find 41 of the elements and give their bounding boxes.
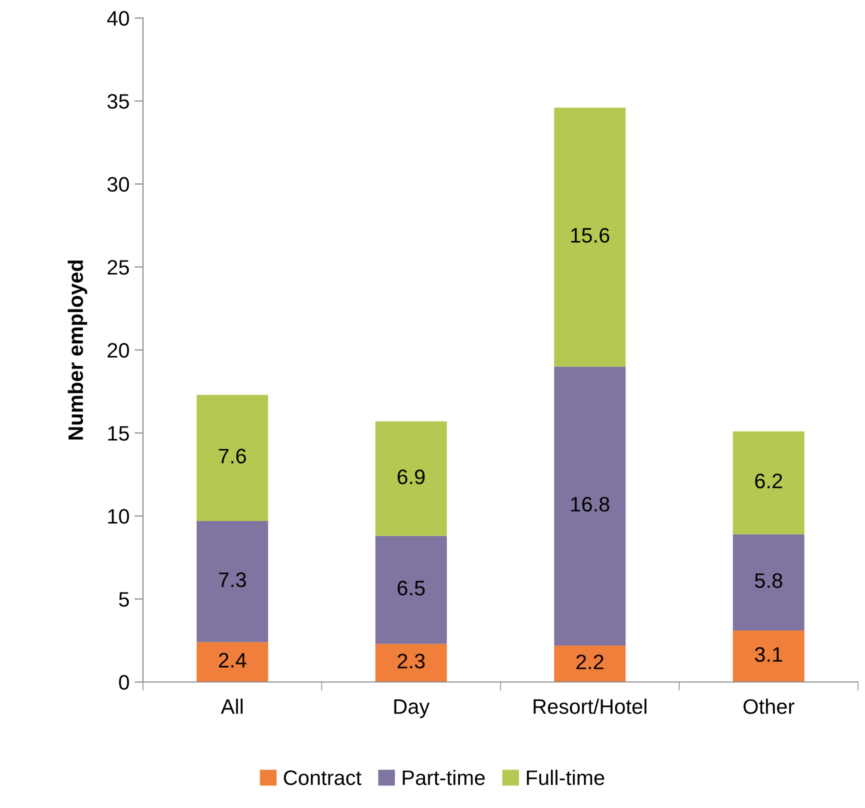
y-tick-label: 0 xyxy=(119,675,129,690)
data-label: 15.6 xyxy=(571,228,610,243)
x-tick-label: Resort/Hotel xyxy=(534,698,646,714)
bar xyxy=(196,642,268,682)
y-tick-label: 25 xyxy=(108,260,129,275)
bar xyxy=(732,534,804,631)
bar xyxy=(375,644,447,682)
data-label: 2.2 xyxy=(576,654,604,670)
bar xyxy=(196,520,268,642)
data-label: 5.8 xyxy=(754,573,782,588)
data-label: 2.3 xyxy=(398,654,425,668)
y-tick-label: 5 xyxy=(119,592,129,607)
y-tick-label: 35 xyxy=(107,94,129,109)
legend-label: Part-time xyxy=(402,770,485,786)
bar xyxy=(554,366,626,646)
x-tick-label: All xyxy=(220,698,243,714)
bar xyxy=(732,630,804,682)
legend-label: Full-time xyxy=(526,770,604,786)
data-label: 6.5 xyxy=(398,580,425,596)
y-axis-title: Number employed xyxy=(68,260,88,440)
bar xyxy=(554,108,626,367)
x-tick-label: Day xyxy=(394,699,430,718)
bar xyxy=(375,421,447,536)
bar xyxy=(554,645,626,682)
bar xyxy=(375,536,447,644)
y-tick-label: 15 xyxy=(108,426,129,441)
y-tick-label: 10 xyxy=(108,509,129,524)
data-label: 16.8 xyxy=(571,496,610,512)
y-tick-label: 40 xyxy=(107,11,129,26)
y-tick-label: 20 xyxy=(108,343,129,358)
legend-label: Contract xyxy=(284,770,362,786)
bar xyxy=(732,431,804,534)
data-label: 2.4 xyxy=(218,652,246,668)
x-tick-label: Other xyxy=(744,698,794,714)
data-label: 7.3 xyxy=(218,572,246,588)
data-label: 6.9 xyxy=(398,469,425,484)
data-label: 6.2 xyxy=(755,474,782,488)
data-label: 3.1 xyxy=(754,647,782,662)
bar xyxy=(196,394,268,521)
y-tick-label: 30 xyxy=(107,177,129,192)
data-label: 7.6 xyxy=(218,448,246,464)
